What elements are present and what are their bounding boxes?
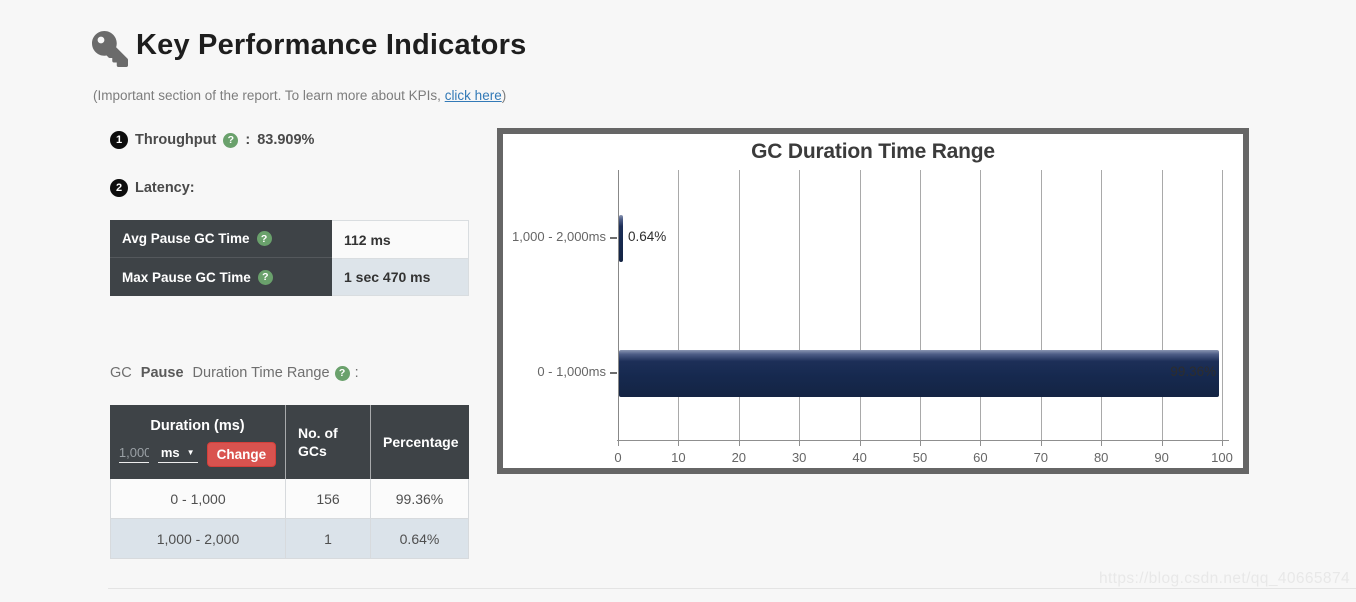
duration-range-cell: 1,000 - 2,000 <box>110 519 286 559</box>
avg-pause-gc-time-label: Avg Pause GC Time <box>122 231 250 246</box>
x-axis-tick <box>1040 440 1042 446</box>
data-bar <box>619 349 1220 397</box>
x-axis-tick <box>678 440 680 446</box>
chart-gridline <box>678 170 680 440</box>
unit-value: ms <box>160 445 180 460</box>
page-title: Key Performance Indicators <box>136 29 527 61</box>
x-axis-tick-label: 100 <box>1211 450 1233 465</box>
subtitle-suffix: ) <box>501 88 507 103</box>
heading-bold: Pause <box>140 365 184 381</box>
y-axis-tick <box>610 236 617 239</box>
chart-gridline <box>799 170 801 440</box>
x-axis-tick-label: 80 <box>1093 450 1109 465</box>
percentage-column-header: Percentage <box>383 434 459 450</box>
chart-gridline <box>618 170 619 440</box>
x-axis-tick <box>1101 440 1103 446</box>
max-pause-gc-time-header: Max Pause GC Time ? <box>110 258 332 296</box>
chart-gridline <box>980 170 982 440</box>
throughput-colon: : <box>245 132 251 148</box>
gc-count-cell: 1 <box>286 519 371 559</box>
chart-title: GC Duration Time Range <box>751 140 995 163</box>
max-pause-gc-time-label: Max Pause GC Time <box>122 269 251 285</box>
x-axis-tick <box>920 440 921 446</box>
latency-row: 2 Latency: <box>110 179 195 197</box>
x-axis-tick-label: 70 <box>1033 450 1049 465</box>
throughput-label: Throughput <box>135 132 217 148</box>
x-axis-tick-label: 40 <box>852 450 867 465</box>
latency-number-badge: 2 <box>110 179 128 197</box>
avg-pause-help-icon[interactable]: ? <box>256 231 272 246</box>
percentage-cell: 99.36% <box>371 479 469 519</box>
x-axis-tick-label: 20 <box>731 450 747 465</box>
table-row: Avg Pause GC Time ? 112 ms <box>110 220 469 258</box>
subtitle: (Important section of the report. To lea… <box>93 88 506 103</box>
x-axis-tick-label: 10 <box>671 450 686 465</box>
percentage-cell: 0.64% <box>371 519 469 559</box>
duration-controls: ms ▼ Change <box>118 441 277 467</box>
category-label: 1,000 - 2,000ms <box>512 228 606 244</box>
duration-help-icon[interactable]: ? <box>334 365 350 381</box>
chart-gridline <box>1101 170 1103 440</box>
bar-value-label: 99.36% <box>1170 363 1217 379</box>
change-button[interactable]: Change <box>206 441 277 467</box>
x-axis-tick <box>1161 440 1163 446</box>
throughput-help-icon[interactable]: ? <box>223 132 239 148</box>
chart-gridline <box>1222 170 1223 440</box>
heading-prefix: GC <box>110 365 136 381</box>
divider <box>108 588 1356 589</box>
avg-pause-gc-time-header: Avg Pause GC Time ? <box>110 220 332 258</box>
chart-gridline <box>1040 170 1042 440</box>
avg-pause-gc-time-value: 112 ms <box>332 220 469 258</box>
duration-table-header: Duration (ms) ms ▼ Change No. of GCs Perc… <box>110 405 469 479</box>
chart-gridline <box>738 170 740 440</box>
x-axis-tick <box>980 440 982 446</box>
chart-gridline <box>859 170 861 440</box>
max-pause-gc-time-value: 1 sec 470 ms <box>332 258 469 296</box>
x-axis-tick <box>1222 440 1223 446</box>
throughput-value: 83.909% <box>257 132 315 148</box>
x-axis-tick-label: 30 <box>791 450 807 465</box>
bar-value-label: 0.64% <box>628 228 667 244</box>
no-of-gcs-column-header: No. of GCs <box>286 405 371 479</box>
table-row: Max Pause GC Time ? 1 sec 470 ms <box>110 258 469 296</box>
x-axis-line <box>617 440 1229 441</box>
x-axis-tick-label: 50 <box>912 450 928 465</box>
throughput-row: 1 Throughput ? : 83.909% <box>110 131 314 149</box>
duration-input[interactable] <box>118 445 149 463</box>
x-axis-tick <box>859 440 861 446</box>
chart-gridline <box>1161 170 1163 440</box>
y-axis-tick <box>610 371 617 374</box>
x-axis-tick-label: 60 <box>973 450 988 465</box>
gc-pause-duration-heading: GC Pause Duration Time Range ? : <box>110 365 359 381</box>
watermark-text: https://blog.csdn.net/qq_40665874 <box>1098 570 1350 587</box>
table-row: 0 - 1,000 156 99.36% <box>110 479 469 519</box>
unit-select[interactable]: ms ▼ <box>157 445 198 463</box>
x-axis-tick-label: 90 <box>1154 450 1169 465</box>
duration-table: Duration (ms) ms ▼ Change No. of GCs Perc… <box>110 405 469 559</box>
chart-gridline <box>920 170 921 440</box>
key-icon <box>92 31 128 67</box>
caret-down-icon: ▼ <box>186 447 195 457</box>
throughput-number-badge: 1 <box>110 131 128 149</box>
x-axis-tick <box>738 440 740 446</box>
duration-column-header: Duration (ms) ms ▼ Change <box>110 405 286 479</box>
data-bar <box>619 214 623 262</box>
heading-rest: Duration Time Range <box>188 365 330 381</box>
gc-count-cell: 156 <box>286 479 371 519</box>
table-row: 1,000 - 2,000 1 0.64% <box>110 519 469 559</box>
heading-suffix: : <box>354 365 359 381</box>
x-axis-tick <box>799 440 801 446</box>
click-here-link[interactable]: click here <box>444 88 502 103</box>
gc-duration-chart: GC Duration Time Range 0 10 20 30 40 50 60 70 80… <box>497 128 1249 474</box>
latency-table: Avg Pause GC Time ? 112 ms Max Pause GC … <box>110 220 469 296</box>
category-label: 0 - 1,000ms <box>537 363 606 379</box>
subtitle-text: (Important section of the report. To lea… <box>93 88 445 103</box>
duration-column-title: Duration (ms) <box>150 417 245 434</box>
latency-label: Latency: <box>135 180 195 196</box>
max-pause-help-icon[interactable]: ? <box>257 269 273 285</box>
x-axis-tick-label: 0 <box>614 450 622 465</box>
x-axis-tick <box>618 440 619 446</box>
duration-range-cell: 0 - 1,000 <box>110 479 286 519</box>
